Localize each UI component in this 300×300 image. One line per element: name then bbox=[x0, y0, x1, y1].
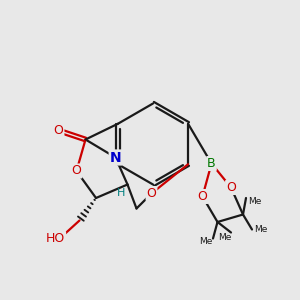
Text: B: B bbox=[207, 157, 216, 170]
Text: N: N bbox=[110, 151, 121, 164]
Text: Me: Me bbox=[218, 232, 232, 242]
Text: Me: Me bbox=[254, 225, 268, 234]
Text: HO: HO bbox=[46, 232, 65, 245]
Text: O: O bbox=[198, 190, 207, 203]
Text: Me: Me bbox=[199, 237, 212, 246]
Text: O: O bbox=[54, 124, 63, 137]
Text: H: H bbox=[117, 188, 126, 199]
Text: O: O bbox=[226, 181, 236, 194]
Text: Me: Me bbox=[248, 196, 262, 206]
Text: O: O bbox=[72, 164, 81, 178]
Text: O: O bbox=[147, 187, 156, 200]
